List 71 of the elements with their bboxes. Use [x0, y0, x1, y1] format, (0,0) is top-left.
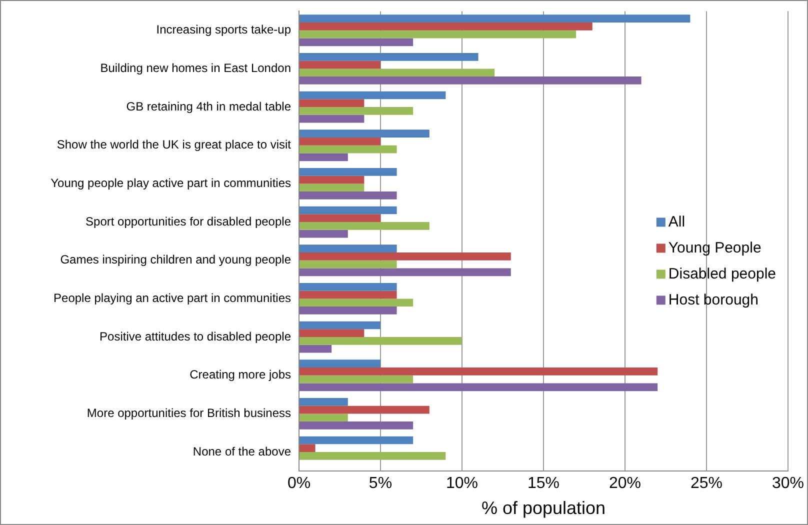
bar: [300, 222, 430, 230]
bar: [300, 130, 430, 138]
bar: [300, 107, 414, 115]
bar: [300, 282, 397, 291]
bar: [300, 91, 446, 100]
bar: [300, 99, 364, 108]
bar: [300, 268, 511, 276]
y-tick-label: GB retaining 4th in medal table: [126, 99, 292, 114]
x-tick-label: 30%: [772, 475, 804, 492]
y-tick-label: Show the world the UK is great place to visit: [56, 138, 292, 152]
bar: [300, 22, 592, 30]
bar: [300, 444, 316, 452]
bar: [300, 344, 332, 353]
y-tick-label: Creating more jobs: [190, 368, 291, 382]
bar: [300, 68, 495, 77]
y-tick-label: Games inspiring children and young people: [60, 252, 292, 267]
bar: [300, 383, 658, 392]
bar: [300, 414, 348, 422]
bar: [300, 60, 380, 69]
bar: [300, 452, 446, 460]
legend-label: Disabled people: [668, 265, 776, 282]
y-tick-label: Young people play active part in communities: [50, 176, 291, 190]
x-tick-label: 25%: [690, 475, 723, 492]
bar: [300, 290, 397, 299]
legend-label: All: [668, 213, 686, 230]
bar: [300, 436, 414, 444]
bar: [300, 360, 380, 368]
bar: [300, 398, 348, 406]
y-tick-label: More opportunities for British business: [86, 406, 291, 420]
bar: [300, 406, 430, 414]
legend-label: Host borough: [668, 291, 758, 308]
bar: [300, 214, 380, 222]
bar: [300, 375, 414, 384]
bar: [300, 230, 348, 238]
y-tick-label: None of the above: [192, 444, 292, 458]
y-tick-label: People playing an active part in communities: [54, 291, 291, 306]
bar: [300, 138, 380, 146]
bar: [300, 76, 642, 84]
bar: [300, 329, 364, 338]
bar: [300, 306, 397, 314]
bar: [300, 114, 364, 123]
bar: [300, 52, 478, 61]
bar: [300, 422, 414, 430]
bar: [300, 337, 462, 345]
bar: [300, 168, 397, 176]
x-tick-label: 15%: [527, 475, 560, 492]
bar: [300, 145, 397, 154]
x-tick-label: 10%: [446, 475, 478, 492]
x-tick-label: 20%: [608, 475, 642, 492]
bar: [300, 298, 414, 307]
y-tick-label: Increasing sports take-up: [156, 22, 292, 37]
x-tick-label: 0%: [287, 475, 311, 492]
x-axis-title: % of population: [481, 498, 606, 518]
bar: [300, 14, 690, 23]
bar: [300, 192, 397, 200]
bar: [300, 184, 364, 192]
y-tick-label: Positive attitudes to disabled people: [100, 329, 292, 344]
bar: [300, 30, 576, 38]
bar: [300, 252, 511, 260]
bar: [300, 153, 348, 162]
bar: [300, 244, 397, 253]
bar: [300, 260, 397, 268]
y-tick-label: Building new homes in East London: [100, 61, 291, 76]
y-tick-label: Sport opportunities for disabled people: [86, 214, 292, 228]
legend-label: Young People: [668, 239, 762, 256]
bar: [300, 206, 397, 214]
bar: [300, 176, 364, 184]
bar: [300, 368, 658, 376]
bar: [300, 321, 380, 330]
bar: [300, 38, 414, 46]
x-tick-label: 5%: [368, 475, 392, 492]
